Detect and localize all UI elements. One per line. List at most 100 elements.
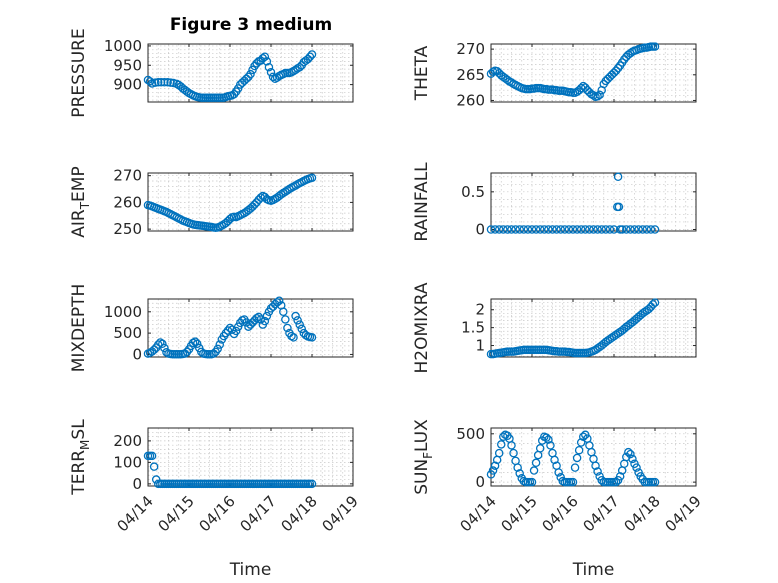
data-point [169, 78, 178, 88]
y-tick-label: 1.5 [461, 319, 485, 337]
data-point [593, 467, 602, 476]
data-point [490, 461, 500, 470]
data-point [260, 52, 270, 62]
data-point [613, 172, 623, 182]
data-point [291, 181, 300, 190]
data-point [556, 225, 565, 234]
data-point [283, 323, 292, 333]
data-point [593, 225, 602, 234]
data-point [576, 438, 586, 447]
series-markers [143, 50, 317, 102]
data-point [268, 72, 278, 82]
data-point [572, 453, 582, 463]
y-tick-label: 0 [475, 220, 485, 238]
data-point [554, 468, 563, 477]
x-tick-label: 04/16 [196, 492, 239, 535]
data-point [246, 69, 255, 79]
data-point [307, 479, 317, 489]
y-tick-label: 0 [132, 345, 142, 363]
series-markers [143, 173, 317, 233]
data-point [581, 225, 590, 234]
data-point [579, 432, 588, 441]
data-point [650, 298, 660, 307]
data-point [295, 62, 304, 72]
y-axis-label: H2OMIXRA [412, 282, 432, 373]
data-point [552, 225, 561, 234]
data-point [535, 444, 545, 453]
series-markers [486, 430, 660, 487]
data-point [535, 225, 545, 234]
data-point [163, 78, 172, 87]
y-tick-label: 250 [113, 220, 142, 238]
data-point [293, 316, 302, 325]
data-point [252, 313, 261, 323]
y-tick-label: 1 [475, 337, 485, 355]
x-tick-label: 04/18 [621, 492, 664, 535]
data-point [158, 339, 167, 349]
data-point [156, 338, 165, 347]
data-point [488, 466, 498, 475]
y-tick-label: 1000 [104, 303, 142, 321]
data-point [564, 225, 574, 234]
y-tick-label: 2 [475, 301, 485, 319]
data-point [264, 62, 274, 72]
data-point [295, 320, 304, 329]
data-point [279, 307, 288, 317]
data-point [503, 225, 512, 234]
data-point [601, 225, 611, 234]
data-point [274, 296, 284, 305]
data-point [149, 345, 159, 354]
data-point [544, 225, 553, 234]
data-point [289, 333, 298, 342]
x-tick-label: 04/15 [155, 492, 198, 535]
y-tick-label: 260 [456, 91, 485, 109]
data-point [515, 469, 524, 478]
data-point [160, 78, 169, 87]
x-tick-label: 04/16 [539, 492, 582, 535]
data-point [614, 202, 624, 212]
data-point [593, 92, 602, 101]
data-point [297, 324, 306, 334]
data-point [215, 340, 224, 349]
data-point [650, 225, 660, 234]
y-tick-label: 260 [113, 193, 142, 211]
data-point [632, 463, 641, 472]
series-markers [143, 296, 317, 359]
x-tick-label: 04/19 [319, 492, 362, 535]
data-point [153, 340, 163, 349]
data-point [153, 78, 163, 87]
data-point [507, 441, 516, 450]
x-axis-label: Time [572, 560, 615, 580]
data-point [192, 339, 202, 349]
data-point [550, 455, 559, 465]
data-point [650, 477, 660, 487]
y-tick-label: 270 [113, 167, 142, 185]
data-point [642, 225, 652, 234]
data-point [147, 79, 157, 88]
data-point [509, 448, 518, 458]
data-point [242, 318, 251, 327]
data-point [223, 326, 233, 335]
data-point [624, 447, 633, 457]
data-point [650, 42, 660, 51]
x-tick-label: 04/14 [457, 492, 500, 535]
data-point [615, 472, 625, 481]
y-axis-label: TERRMSL [69, 419, 92, 496]
data-point [307, 173, 317, 183]
data-point [523, 225, 533, 234]
axes-box [147, 298, 354, 358]
data-point [546, 441, 555, 450]
data-point [589, 225, 598, 234]
x-tick-label: 04/18 [278, 492, 321, 535]
data-point [281, 315, 290, 324]
x-tick-label: 04/14 [114, 492, 157, 535]
x-tick-label: 04/15 [498, 492, 541, 535]
data-point [291, 311, 300, 321]
data-point [628, 454, 637, 464]
data-point [182, 347, 192, 357]
data-point [648, 300, 658, 309]
data-point [576, 225, 586, 234]
data-point [570, 463, 580, 472]
